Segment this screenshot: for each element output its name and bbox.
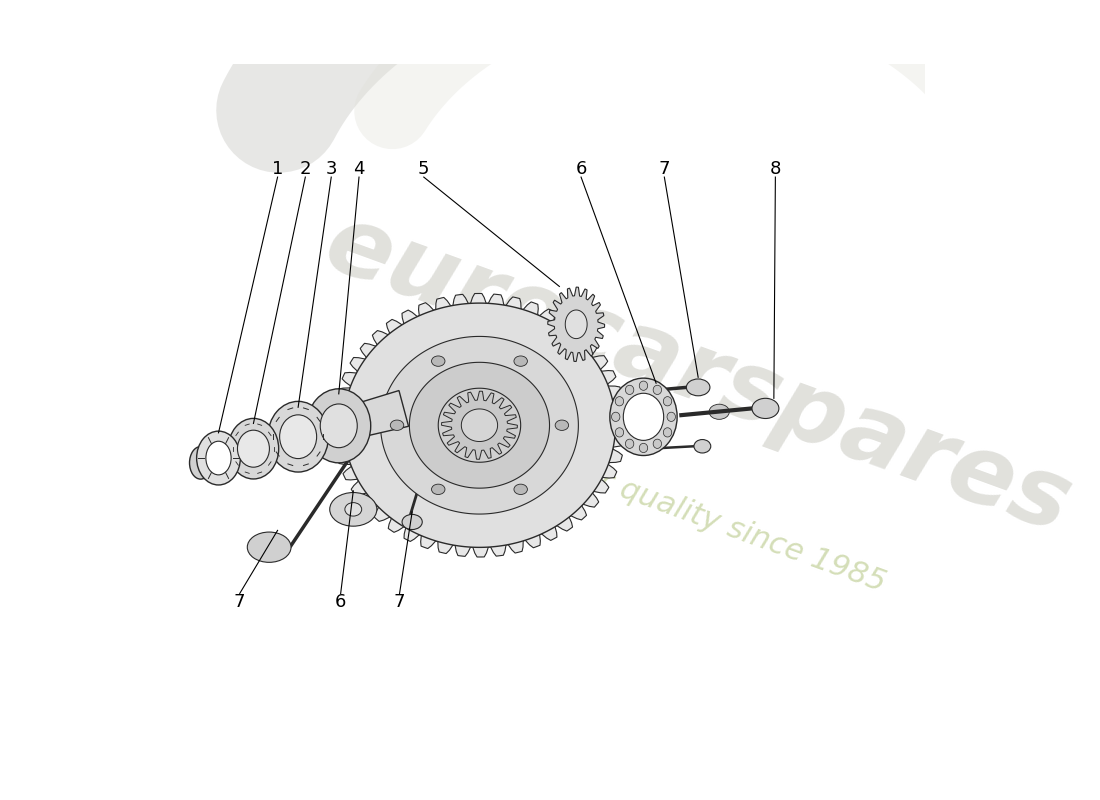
Ellipse shape: [514, 356, 527, 366]
Ellipse shape: [330, 493, 377, 526]
Ellipse shape: [626, 439, 634, 449]
Ellipse shape: [228, 418, 278, 479]
Text: 7: 7: [394, 593, 405, 611]
Ellipse shape: [320, 404, 358, 448]
Ellipse shape: [248, 532, 292, 562]
Ellipse shape: [694, 439, 711, 453]
Ellipse shape: [307, 389, 371, 463]
Ellipse shape: [653, 386, 661, 394]
Polygon shape: [409, 362, 550, 488]
Text: 8: 8: [770, 160, 781, 178]
Ellipse shape: [626, 386, 634, 394]
Polygon shape: [343, 303, 616, 547]
Ellipse shape: [556, 420, 569, 430]
Ellipse shape: [710, 404, 729, 419]
Ellipse shape: [615, 428, 624, 437]
Ellipse shape: [639, 443, 648, 453]
Text: 1: 1: [272, 160, 284, 178]
Ellipse shape: [612, 412, 620, 422]
Ellipse shape: [667, 412, 675, 422]
Text: 6: 6: [336, 593, 346, 611]
Text: eurocarspares: eurocarspares: [312, 197, 1084, 553]
Ellipse shape: [279, 415, 317, 458]
Text: 3: 3: [326, 160, 337, 178]
Ellipse shape: [663, 397, 672, 406]
Ellipse shape: [390, 420, 404, 430]
Polygon shape: [441, 391, 517, 459]
Ellipse shape: [653, 439, 661, 449]
Ellipse shape: [403, 514, 422, 530]
Text: 6: 6: [575, 160, 586, 178]
Text: 7: 7: [234, 593, 245, 611]
Ellipse shape: [663, 428, 672, 437]
Text: 2: 2: [299, 160, 311, 178]
Ellipse shape: [189, 446, 211, 479]
Polygon shape: [548, 287, 605, 362]
Ellipse shape: [431, 356, 446, 366]
Ellipse shape: [197, 431, 241, 485]
Ellipse shape: [206, 442, 231, 475]
Polygon shape: [461, 409, 497, 442]
Ellipse shape: [686, 379, 710, 396]
Ellipse shape: [752, 398, 779, 418]
Ellipse shape: [238, 430, 270, 467]
Text: a passion for quality since 1985: a passion for quality since 1985: [422, 404, 890, 598]
Ellipse shape: [624, 394, 663, 440]
Polygon shape: [332, 294, 626, 557]
Polygon shape: [381, 337, 579, 514]
Polygon shape: [198, 390, 408, 474]
Ellipse shape: [431, 484, 446, 494]
Polygon shape: [565, 310, 587, 338]
Text: 7: 7: [659, 160, 670, 178]
Ellipse shape: [514, 484, 527, 494]
Ellipse shape: [639, 381, 648, 390]
Text: 4: 4: [353, 160, 365, 178]
Text: 5: 5: [418, 160, 429, 178]
Ellipse shape: [345, 502, 362, 516]
Ellipse shape: [609, 378, 678, 455]
Ellipse shape: [615, 397, 624, 406]
Polygon shape: [438, 388, 520, 462]
Ellipse shape: [267, 402, 329, 472]
